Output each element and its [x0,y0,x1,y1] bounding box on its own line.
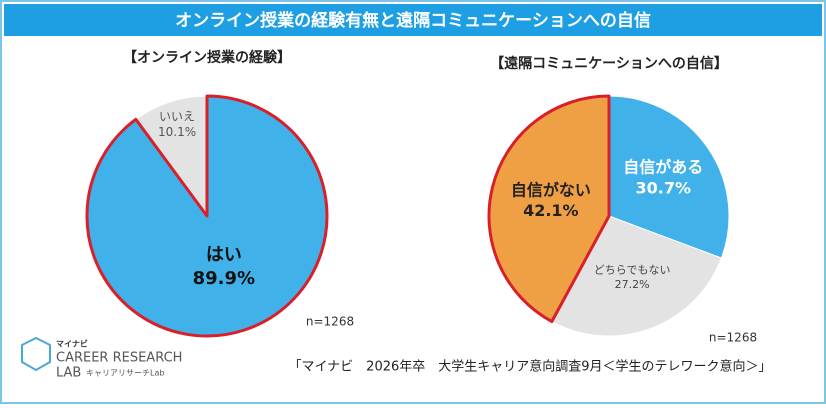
logo-line1: CAREER RESEARCH [56,351,182,366]
highlight-outline [85,94,329,338]
slice-label: どちらでもない [594,264,671,277]
value-label: 89.9% [193,268,255,289]
highlight-outline [487,94,611,324]
title-bar [4,4,822,36]
logo: マイナビ CAREER RESEARCH LAB キャリアリサーチLab [21,336,182,381]
logo-icon [21,336,51,372]
sample-note: n=1268 [306,315,354,329]
value-label: 30.7% [635,178,691,197]
slice-label: いいえ [159,109,195,123]
logo-brand: マイナビ [56,339,88,349]
pie-slice [608,95,730,259]
source: 「マイナビ 2026年卒 大学生キャリア意向調査9月＜学生のテレワーク意向＞」 [288,359,771,375]
logo-sub: キャリアリサーチLab [86,369,164,378]
value-label: 27.2% [615,278,650,291]
logo-line2: LAB [56,366,81,381]
value-label: 42.1% [523,201,579,220]
chart-title: 【オンライン授業の経験】 [123,49,291,66]
sample-note: n=1268 [709,331,757,345]
chart-title: 【遠隔コミュニケーションへの自信】 [490,55,728,72]
slice-label: 自信がない [511,180,591,199]
slice-label: はい [206,245,242,266]
page-title: オンライン授業の経験有無と遠隔コミュニケーションへの自信 [175,10,651,31]
slice-label: 自信がある [623,157,703,176]
value-label: 10.1% [158,125,196,139]
